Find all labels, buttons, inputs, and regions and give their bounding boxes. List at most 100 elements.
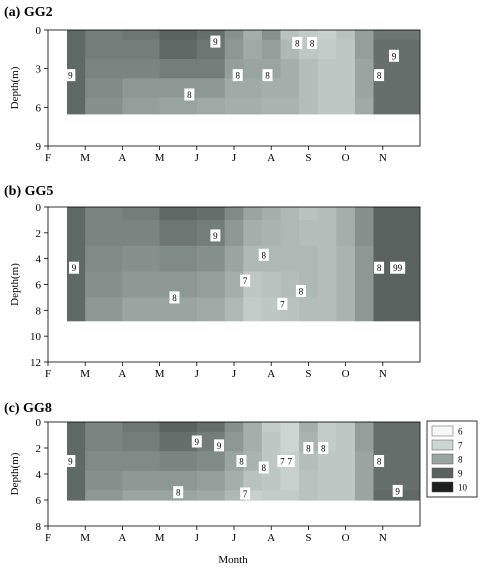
x-tick-label: A — [118, 152, 126, 164]
heat-cell — [373, 297, 420, 322]
y-tick-label: 4 — [36, 254, 42, 266]
heat-cell — [299, 78, 319, 99]
heat-cell — [317, 78, 337, 99]
svg-text:8: 8 — [262, 250, 267, 260]
heat-cell — [336, 297, 356, 322]
heat-cell — [85, 245, 123, 273]
legend: 6 7 8 9 10 — [426, 420, 478, 498]
heat-cell — [85, 39, 123, 60]
heat-cell — [196, 30, 226, 41]
heat-cell — [67, 271, 86, 298]
x-tick-label: N — [379, 152, 387, 164]
x-tick-label: N — [379, 368, 387, 380]
svg-text:9: 9 — [213, 37, 218, 47]
heat-cell — [159, 207, 198, 221]
heat-cell — [354, 97, 375, 115]
heat-cell — [159, 431, 198, 452]
x-tick-label: O — [342, 152, 350, 164]
contour-label: 9 — [388, 49, 399, 62]
heat-cell — [336, 490, 356, 501]
heat-cell — [280, 245, 300, 273]
y-axis-label: Depth(m) — [9, 66, 21, 109]
heat-cell — [336, 97, 356, 115]
heat-cell — [196, 245, 226, 273]
heat-cell — [67, 78, 86, 99]
legend-label: 9 — [458, 469, 463, 479]
y-tick-label: 2 — [36, 228, 42, 240]
contour-label: 8 — [258, 461, 269, 474]
x-tick-label: J — [195, 532, 200, 544]
heat-cell — [122, 422, 161, 433]
heat-cell — [373, 431, 420, 452]
heat-cell — [354, 470, 375, 491]
heat-cell — [243, 207, 263, 221]
heat-cell — [67, 422, 86, 433]
heat-cell — [299, 219, 319, 247]
legend-swatch — [431, 425, 454, 437]
x-tick-label: M — [155, 532, 165, 544]
svg-text:99: 99 — [393, 263, 403, 273]
heat-cell — [336, 245, 356, 273]
heat-cell — [243, 297, 263, 322]
heat-cell — [354, 422, 375, 433]
heat-cell — [354, 490, 375, 501]
contour-label: 8 — [318, 442, 329, 454]
heat-cell — [280, 470, 300, 491]
legend-label: 10 — [458, 483, 468, 493]
heat-cell — [159, 470, 198, 491]
x-tick-label: J — [232, 152, 237, 164]
x-tick-label: M — [80, 152, 90, 164]
heat-cell — [122, 207, 161, 221]
contour-label: 8 — [232, 69, 243, 82]
contour-label: 9 — [392, 484, 403, 497]
heat-cell — [159, 39, 198, 60]
svg-text:9: 9 — [217, 441, 222, 451]
contour-label: 9 — [210, 229, 221, 242]
x-tick-label: J — [195, 152, 200, 164]
heat-cell — [67, 207, 86, 221]
heat-cell — [85, 59, 123, 79]
heat-cell — [243, 78, 263, 99]
svg-text:9: 9 — [68, 457, 73, 467]
heat-cell — [261, 207, 282, 221]
x-tick-label: F — [45, 532, 51, 544]
y-tick-label: 8 — [36, 305, 42, 317]
heat-cell — [159, 30, 198, 41]
x-tick-label: J — [232, 368, 237, 380]
heat-cell — [224, 422, 244, 433]
svg-text:8: 8 — [377, 457, 382, 467]
heat-cell — [122, 59, 161, 79]
svg-text:7: 7 — [288, 457, 293, 467]
contour-label: 8 — [295, 284, 306, 297]
heat-cell — [317, 59, 337, 79]
y-tick-label: 8 — [36, 521, 42, 533]
svg-text:9: 9 — [72, 263, 77, 273]
svg-text:7: 7 — [280, 299, 285, 309]
heat-cell — [261, 39, 282, 60]
contour-label: 8 — [374, 69, 385, 82]
panel-title: (a) GG2 — [4, 5, 53, 20]
heat-cell — [196, 97, 226, 115]
heat-cell — [122, 431, 161, 452]
svg-text:8: 8 — [299, 286, 304, 296]
heat-cell — [336, 470, 356, 491]
svg-text:9: 9 — [395, 486, 400, 496]
heat-cell — [196, 271, 226, 298]
heat-cell — [85, 30, 123, 41]
heat-cell — [196, 297, 226, 322]
heat-cell — [122, 219, 161, 247]
legend-item: 8 — [431, 453, 463, 465]
x-tick-label: M — [155, 368, 165, 380]
svg-text:8: 8 — [377, 263, 382, 273]
heat-cell — [336, 271, 356, 298]
heat-cell — [336, 207, 356, 221]
svg-text:8: 8 — [187, 90, 192, 100]
contour-label: 8 — [258, 248, 269, 261]
heat-cell — [243, 422, 263, 433]
svg-text:9: 9 — [68, 71, 73, 81]
legend-item: 10 — [431, 481, 468, 493]
heat-cell — [67, 470, 86, 491]
contour-label: 7 — [240, 487, 251, 500]
x-tick-label: M — [155, 152, 165, 164]
